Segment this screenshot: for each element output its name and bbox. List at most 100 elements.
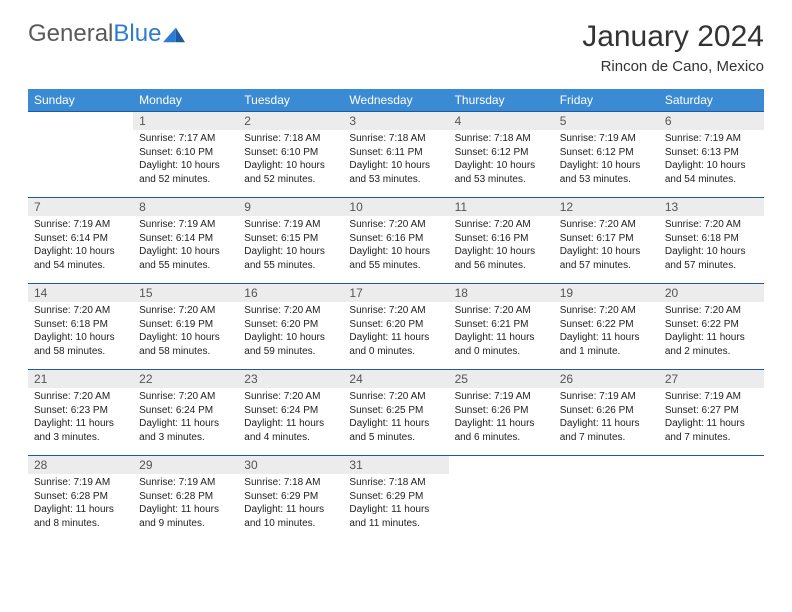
day-body: Sunrise: 7:18 AMSunset: 6:29 PMDaylight:… — [343, 474, 448, 534]
day-number: 30 — [238, 456, 343, 474]
day-body: Sunrise: 7:20 AMSunset: 6:16 PMDaylight:… — [449, 216, 554, 276]
daylight-line: Daylight: 11 hours and 8 minutes. — [34, 503, 127, 530]
sunset-line: Sunset: 6:29 PM — [349, 490, 442, 504]
day-number: 25 — [449, 370, 554, 388]
sunset-line: Sunset: 6:12 PM — [455, 146, 548, 160]
daylight-line: Daylight: 10 hours and 56 minutes. — [455, 245, 548, 272]
calendar-day-cell: 31Sunrise: 7:18 AMSunset: 6:29 PMDayligh… — [343, 456, 448, 542]
day-body: Sunrise: 7:20 AMSunset: 6:22 PMDaylight:… — [659, 302, 764, 362]
calendar-day-cell: 16Sunrise: 7:20 AMSunset: 6:20 PMDayligh… — [238, 284, 343, 370]
sunset-line: Sunset: 6:14 PM — [34, 232, 127, 246]
calendar-day-cell: 13Sunrise: 7:20 AMSunset: 6:18 PMDayligh… — [659, 198, 764, 284]
weekday-header: Tuesday — [238, 89, 343, 112]
day-body: Sunrise: 7:19 AMSunset: 6:12 PMDaylight:… — [554, 130, 659, 190]
sunrise-line: Sunrise: 7:20 AM — [139, 304, 232, 318]
daylight-line: Daylight: 10 hours and 52 minutes. — [244, 159, 337, 186]
daylight-line: Daylight: 11 hours and 2 minutes. — [665, 331, 758, 358]
sunrise-line: Sunrise: 7:18 AM — [349, 476, 442, 490]
daylight-line: Daylight: 11 hours and 7 minutes. — [560, 417, 653, 444]
calendar-day-cell: 3Sunrise: 7:18 AMSunset: 6:11 PMDaylight… — [343, 112, 448, 198]
daylight-line: Daylight: 11 hours and 6 minutes. — [455, 417, 548, 444]
daylight-line: Daylight: 11 hours and 0 minutes. — [349, 331, 442, 358]
sunset-line: Sunset: 6:17 PM — [560, 232, 653, 246]
sunset-line: Sunset: 6:18 PM — [665, 232, 758, 246]
day-body: Sunrise: 7:19 AMSunset: 6:27 PMDaylight:… — [659, 388, 764, 448]
calendar-day-cell: 11Sunrise: 7:20 AMSunset: 6:16 PMDayligh… — [449, 198, 554, 284]
day-number: 8 — [133, 198, 238, 216]
calendar-day-cell: 29Sunrise: 7:19 AMSunset: 6:28 PMDayligh… — [133, 456, 238, 542]
weekday-header: Thursday — [449, 89, 554, 112]
calendar-day-cell: 15Sunrise: 7:20 AMSunset: 6:19 PMDayligh… — [133, 284, 238, 370]
daylight-line: Daylight: 10 hours and 53 minutes. — [455, 159, 548, 186]
calendar-day-cell: 1Sunrise: 7:17 AMSunset: 6:10 PMDaylight… — [133, 112, 238, 198]
calendar-day-cell: 18Sunrise: 7:20 AMSunset: 6:21 PMDayligh… — [449, 284, 554, 370]
sunset-line: Sunset: 6:16 PM — [349, 232, 442, 246]
day-body: Sunrise: 7:18 AMSunset: 6:29 PMDaylight:… — [238, 474, 343, 534]
day-body: Sunrise: 7:19 AMSunset: 6:26 PMDaylight:… — [554, 388, 659, 448]
sunrise-line: Sunrise: 7:20 AM — [455, 304, 548, 318]
calendar-day-cell: 5Sunrise: 7:19 AMSunset: 6:12 PMDaylight… — [554, 112, 659, 198]
sunset-line: Sunset: 6:14 PM — [139, 232, 232, 246]
sunrise-line: Sunrise: 7:20 AM — [560, 304, 653, 318]
sunset-line: Sunset: 6:26 PM — [455, 404, 548, 418]
daylight-line: Daylight: 10 hours and 55 minutes. — [349, 245, 442, 272]
day-body: Sunrise: 7:17 AMSunset: 6:10 PMDaylight:… — [133, 130, 238, 190]
calendar-day-cell: 24Sunrise: 7:20 AMSunset: 6:25 PMDayligh… — [343, 370, 448, 456]
day-number: 29 — [133, 456, 238, 474]
calendar-day-cell: 10Sunrise: 7:20 AMSunset: 6:16 PMDayligh… — [343, 198, 448, 284]
day-body: Sunrise: 7:20 AMSunset: 6:23 PMDaylight:… — [28, 388, 133, 448]
day-number: 26 — [554, 370, 659, 388]
daylight-line: Daylight: 10 hours and 53 minutes. — [560, 159, 653, 186]
weekday-header: Monday — [133, 89, 238, 112]
sunrise-line: Sunrise: 7:19 AM — [244, 218, 337, 232]
day-body: Sunrise: 7:19 AMSunset: 6:15 PMDaylight:… — [238, 216, 343, 276]
day-body: Sunrise: 7:19 AMSunset: 6:14 PMDaylight:… — [28, 216, 133, 276]
day-body: Sunrise: 7:18 AMSunset: 6:12 PMDaylight:… — [449, 130, 554, 190]
calendar-week-row: 14Sunrise: 7:20 AMSunset: 6:18 PMDayligh… — [28, 284, 764, 370]
sunrise-line: Sunrise: 7:17 AM — [139, 132, 232, 146]
calendar-day-cell: 14Sunrise: 7:20 AMSunset: 6:18 PMDayligh… — [28, 284, 133, 370]
daylight-line: Daylight: 10 hours and 59 minutes. — [244, 331, 337, 358]
sunrise-line: Sunrise: 7:19 AM — [34, 218, 127, 232]
daylight-line: Daylight: 10 hours and 53 minutes. — [349, 159, 442, 186]
calendar-day-cell: 26Sunrise: 7:19 AMSunset: 6:26 PMDayligh… — [554, 370, 659, 456]
day-body: Sunrise: 7:20 AMSunset: 6:25 PMDaylight:… — [343, 388, 448, 448]
sunset-line: Sunset: 6:13 PM — [665, 146, 758, 160]
day-number: 12 — [554, 198, 659, 216]
logo: GeneralBlue — [28, 20, 185, 48]
day-body: Sunrise: 7:20 AMSunset: 6:22 PMDaylight:… — [554, 302, 659, 362]
day-number: 4 — [449, 112, 554, 130]
sunset-line: Sunset: 6:18 PM — [34, 318, 127, 332]
calendar-day-cell: 23Sunrise: 7:20 AMSunset: 6:24 PMDayligh… — [238, 370, 343, 456]
calendar-day-cell: 8Sunrise: 7:19 AMSunset: 6:14 PMDaylight… — [133, 198, 238, 284]
day-number: 27 — [659, 370, 764, 388]
calendar-week-row: 7Sunrise: 7:19 AMSunset: 6:14 PMDaylight… — [28, 198, 764, 284]
daylight-line: Daylight: 11 hours and 4 minutes. — [244, 417, 337, 444]
sunset-line: Sunset: 6:16 PM — [455, 232, 548, 246]
day-body: Sunrise: 7:20 AMSunset: 6:18 PMDaylight:… — [659, 216, 764, 276]
daylight-line: Daylight: 10 hours and 54 minutes. — [665, 159, 758, 186]
day-body: Sunrise: 7:20 AMSunset: 6:18 PMDaylight:… — [28, 302, 133, 362]
title-block: January 2024 Rincon de Cano, Mexico — [582, 20, 764, 75]
calendar-day-cell: 12Sunrise: 7:20 AMSunset: 6:17 PMDayligh… — [554, 198, 659, 284]
day-number: 14 — [28, 284, 133, 302]
daylight-line: Daylight: 11 hours and 1 minute. — [560, 331, 653, 358]
sunrise-line: Sunrise: 7:20 AM — [34, 304, 127, 318]
sunrise-line: Sunrise: 7:18 AM — [244, 132, 337, 146]
calendar-week-row: 28Sunrise: 7:19 AMSunset: 6:28 PMDayligh… — [28, 456, 764, 542]
day-number: 24 — [343, 370, 448, 388]
day-body: Sunrise: 7:20 AMSunset: 6:24 PMDaylight:… — [133, 388, 238, 448]
calendar-day-cell: 2Sunrise: 7:18 AMSunset: 6:10 PMDaylight… — [238, 112, 343, 198]
sunset-line: Sunset: 6:24 PM — [139, 404, 232, 418]
weekday-header: Friday — [554, 89, 659, 112]
daylight-line: Daylight: 11 hours and 11 minutes. — [349, 503, 442, 530]
calendar-thead: SundayMondayTuesdayWednesdayThursdayFrid… — [28, 89, 764, 112]
calendar-day-cell: 21Sunrise: 7:20 AMSunset: 6:23 PMDayligh… — [28, 370, 133, 456]
day-body: Sunrise: 7:20 AMSunset: 6:20 PMDaylight:… — [343, 302, 448, 362]
sunset-line: Sunset: 6:28 PM — [34, 490, 127, 504]
calendar-day-cell: 20Sunrise: 7:20 AMSunset: 6:22 PMDayligh… — [659, 284, 764, 370]
calendar-body: 1Sunrise: 7:17 AMSunset: 6:10 PMDaylight… — [28, 112, 764, 542]
calendar-day-cell: 19Sunrise: 7:20 AMSunset: 6:22 PMDayligh… — [554, 284, 659, 370]
day-body: Sunrise: 7:19 AMSunset: 6:28 PMDaylight:… — [28, 474, 133, 534]
daylight-line: Daylight: 10 hours and 55 minutes. — [139, 245, 232, 272]
